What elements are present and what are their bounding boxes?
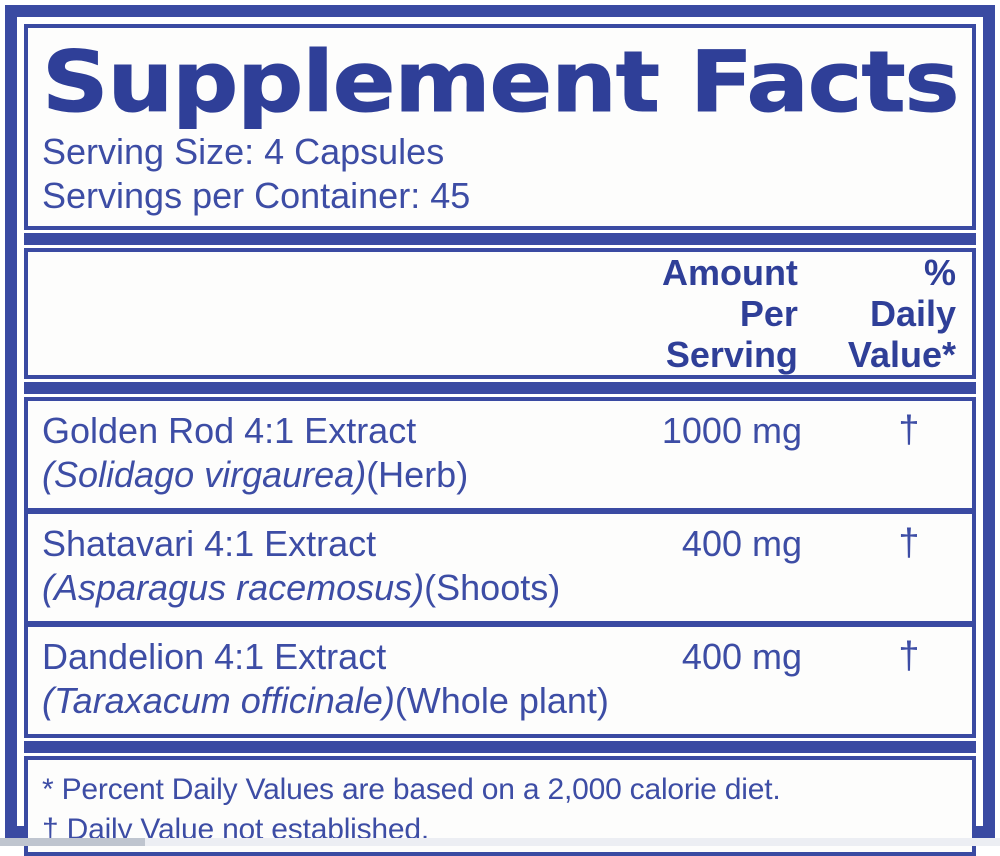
scan-artifact-patch — [0, 838, 145, 846]
daily-value-cell: † — [852, 409, 972, 498]
section-divider-bar — [24, 382, 976, 394]
amount-header-line1: Amount — [661, 252, 798, 293]
ingredient-latin-name: (Solidago virgaurea) — [42, 454, 367, 495]
column-header-section: Amount Per Serving % Daily Value* — [24, 248, 976, 379]
section-divider-bar — [24, 233, 976, 245]
panel-title: Supplement Facts — [41, 33, 960, 131]
ingredient-name-cell: Shatavari 4:1 Extract (Asparagus racemos… — [28, 522, 652, 611]
servings-per-container: Servings per Container: 45 — [42, 175, 471, 216]
ingredient-plant-part: (Herb) — [366, 454, 469, 495]
scan-artifact-strip — [0, 838, 1000, 846]
header-spacer — [28, 252, 648, 375]
daily-value-dagger: † — [898, 409, 920, 451]
amount-cell: 400 mg — [652, 522, 852, 611]
serving-size: Serving Size: 4 Capsules — [42, 131, 445, 172]
ingredient-name: Dandelion 4:1 Extract — [42, 636, 387, 677]
ingredient-name-cell: Golden Rod 4:1 Extract (Solidago virgaur… — [28, 409, 652, 498]
amount-per-serving: 1000 mg — [661, 410, 802, 451]
daily-value-dagger: † — [898, 522, 920, 564]
column-header-row: Amount Per Serving % Daily Value* — [28, 252, 972, 375]
ingredient-name-cell: Dandelion 4:1 Extract (Taraxacum officin… — [28, 635, 652, 724]
amount-cell: 1000 mg — [652, 409, 852, 498]
daily-value-cell: † — [852, 635, 972, 724]
amount-per-serving: 400 mg — [681, 636, 802, 677]
dv-header-line1: % Daily — [869, 252, 956, 334]
amount-cell: 400 mg — [652, 635, 852, 724]
daily-value-column-header: % Daily Value* — [848, 252, 972, 375]
footnote-percent-dv: * Percent Daily Values are based on a 2,… — [42, 773, 781, 806]
ingredient-plant-part: (Shoots) — [424, 567, 561, 608]
amount-per-serving: 400 mg — [681, 523, 802, 564]
ingredient-row: Golden Rod 4:1 Extract (Solidago virgaur… — [28, 401, 972, 508]
ingredient-row: Shatavari 4:1 Extract (Asparagus racemos… — [28, 508, 972, 621]
daily-value-dagger: † — [898, 635, 920, 677]
ingredient-name: Shatavari 4:1 Extract — [42, 523, 377, 564]
amount-header-line2: Per Serving — [665, 293, 798, 375]
ingredient-plant-part: (Whole plant) — [394, 680, 609, 721]
ingredient-name: Golden Rod 4:1 Extract — [42, 410, 417, 451]
ingredients-section: Golden Rod 4:1 Extract (Solidago virgaur… — [24, 397, 976, 738]
supplement-facts-panel: Supplement Facts Serving Size: 4 Capsule… — [5, 5, 995, 856]
ingredient-row: Dandelion 4:1 Extract (Taraxacum officin… — [28, 621, 972, 734]
daily-value-cell: † — [852, 522, 972, 611]
amount-column-header: Amount Per Serving — [648, 252, 848, 375]
ingredient-latin-line: (Taraxacum officinale)(Whole plant) — [42, 678, 652, 724]
ingredient-latin-name: (Asparagus racemosus) — [42, 567, 425, 608]
title-section: Supplement Facts Serving Size: 4 Capsule… — [24, 24, 976, 230]
section-divider-bar — [24, 741, 976, 753]
ingredient-latin-line: (Solidago virgaurea)(Herb) — [42, 452, 652, 498]
ingredient-latin-line: (Asparagus racemosus)(Shoots) — [42, 565, 652, 611]
ingredient-latin-name: (Taraxacum officinale) — [42, 680, 395, 721]
dv-header-line2: Value* — [847, 334, 956, 375]
